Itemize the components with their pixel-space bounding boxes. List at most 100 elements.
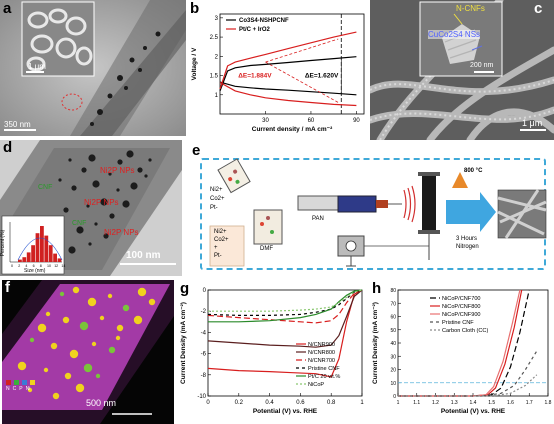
panel-f: f N C P Ni 500 nm: [2, 280, 174, 424]
y-tick-label: 20: [390, 368, 396, 374]
panel-d: 0 2 4 6 8 10 12 14 d Ni2P NPs Ni2P NPs Ni2P NPs…: [0, 140, 182, 276]
ni-particle: [95, 373, 101, 379]
x-axis-label: Current density / mA cm⁻²: [252, 126, 333, 133]
panel-c-inset-scale: 200 nm: [470, 62, 494, 69]
ion-pt: Pt-: [214, 253, 222, 259]
ni-particle: [75, 383, 85, 393]
series-line: [207, 289, 363, 324]
ni2p-particle: [76, 226, 84, 234]
ni2p-particle: [126, 150, 134, 158]
legend-label: N/CNR900: [308, 342, 335, 348]
panel-d-label: d: [3, 140, 13, 156]
panel-c-scale: 1 μm: [522, 118, 543, 128]
ni2p-particle: [94, 222, 98, 226]
y-tick-label: 3: [215, 16, 219, 22]
ni-particle: [83, 363, 93, 373]
ion-ni: Ni2+: [214, 229, 227, 235]
hist-x-tick: 10: [47, 264, 51, 268]
ni2p-particle: [130, 182, 138, 190]
x-axis-label: Potential (V) vs. RHE: [253, 408, 318, 415]
ni-particle: [64, 372, 72, 380]
hist-bar: [18, 259, 22, 262]
y-tick-label: -6: [201, 352, 207, 358]
legend-n: N: [6, 386, 10, 392]
y-axis-label: Voltage / V: [191, 47, 198, 80]
legend-p: P: [19, 386, 23, 392]
panel-c-micrograph: [370, 0, 554, 140]
y-tick-label: 30: [390, 354, 396, 360]
hist-bar: [22, 257, 27, 262]
ni-particle: [116, 324, 124, 332]
panel-d-ann-cnf-2: CNF: [72, 220, 87, 227]
legend-label: N/CNR700: [308, 358, 335, 364]
ni2p-particle: [63, 207, 69, 213]
ni-particle: [43, 367, 49, 373]
x-tick-label: 1.7: [526, 400, 533, 406]
panel-e-temp: 800 °C: [464, 168, 483, 174]
panel-c: c N-CNFs CuCo2S4 NSs 200 nm 1 μm: [370, 0, 554, 140]
y-tick-label: 2.5: [210, 35, 219, 41]
legend-label: N/CNR800: [308, 350, 335, 356]
panel-d-ann-cnf-1: CNF: [38, 184, 53, 191]
ni-particle: [79, 321, 89, 331]
ni2p-particle: [88, 242, 92, 246]
series-line: [398, 374, 538, 397]
ni2p-particle: [117, 159, 123, 165]
x-tick-label: 1.2: [432, 400, 439, 406]
panel-f-legend: N C P Ni: [6, 386, 30, 392]
x-axis-label: Potential (V) vs. RHE: [441, 408, 506, 415]
ni-particle: [148, 298, 156, 306]
panel-d-scale: 100 nm: [126, 250, 161, 261]
ion-ni: Ni2+: [210, 187, 223, 193]
panel-e-gas: Nitrogen: [456, 244, 479, 250]
hist-x-tick: 12: [54, 264, 58, 268]
ni2p-particle: [86, 204, 90, 208]
panel-a-inset-scale: 1 μm: [28, 62, 46, 71]
y-tick-label: -4: [201, 330, 207, 336]
panel-d-ann-ni2p-3: Ni2P NPs: [104, 228, 139, 237]
panel-g: g 0 0.2 0.4 0.6 0.8 1 -10 -8 -6 -4 -2 0 Potential (V…: [176, 280, 368, 424]
panel-e-pan: PAN: [312, 216, 324, 222]
legend-label: Co3S4-NSHPCNF: [239, 18, 289, 24]
ni2p-particle: [116, 188, 120, 192]
y-tick-label: 80: [390, 288, 396, 294]
ni-particle: [17, 361, 27, 371]
ion-co: Co2+: [210, 196, 225, 202]
y-axis-label: Current Density (mA cm⁻²): [372, 302, 379, 384]
hist-x-tick: 4: [25, 264, 27, 268]
hist-bar: [48, 245, 53, 262]
ni-particle: [59, 291, 65, 297]
delta-e-guide: [265, 38, 339, 103]
x-tick-label: 1.8: [545, 400, 552, 406]
ni-particle: [62, 316, 70, 324]
panel-f-eds-map: [2, 280, 174, 424]
series-line: [208, 289, 363, 312]
ni2p-particle: [68, 158, 72, 162]
ni2p-particle: [71, 185, 77, 191]
ni-particle: [37, 323, 47, 333]
ni-particle: [108, 346, 116, 354]
series-line: [207, 289, 363, 348]
panel-a-micrograph: [0, 0, 186, 136]
panel-e-time: 3 Hours: [456, 236, 478, 242]
legend-label: Pristine CNF: [442, 320, 474, 326]
x-tick-label: 30: [262, 118, 269, 124]
legend-label: NiCoP/CNF900: [442, 312, 481, 318]
ni2p-particle: [122, 200, 130, 208]
ni-particle: [99, 315, 105, 321]
legend-label: Pt/C + IrO2: [239, 27, 271, 33]
panel-e-dmf: DMF: [260, 246, 273, 252]
x-tick-label: 0.2: [235, 400, 244, 406]
panel-c-inset-label-nss: CuCo2S4 NSs: [428, 30, 481, 39]
series-line: [208, 289, 363, 323]
y-tick-label: 0: [393, 394, 396, 400]
x-tick-label: 0.4: [265, 400, 274, 406]
x-tick-label: 1.5: [488, 400, 495, 406]
panel-a: a 1 μm 350 nm: [0, 0, 186, 136]
x-tick-label: 1: [360, 400, 364, 406]
x-tick-label: 0.6: [296, 400, 305, 406]
ni2p-particle: [109, 213, 115, 219]
ni2p-particle: [81, 167, 87, 173]
ni2p-particle: [92, 180, 100, 188]
y-tick-label: 10: [390, 381, 396, 387]
